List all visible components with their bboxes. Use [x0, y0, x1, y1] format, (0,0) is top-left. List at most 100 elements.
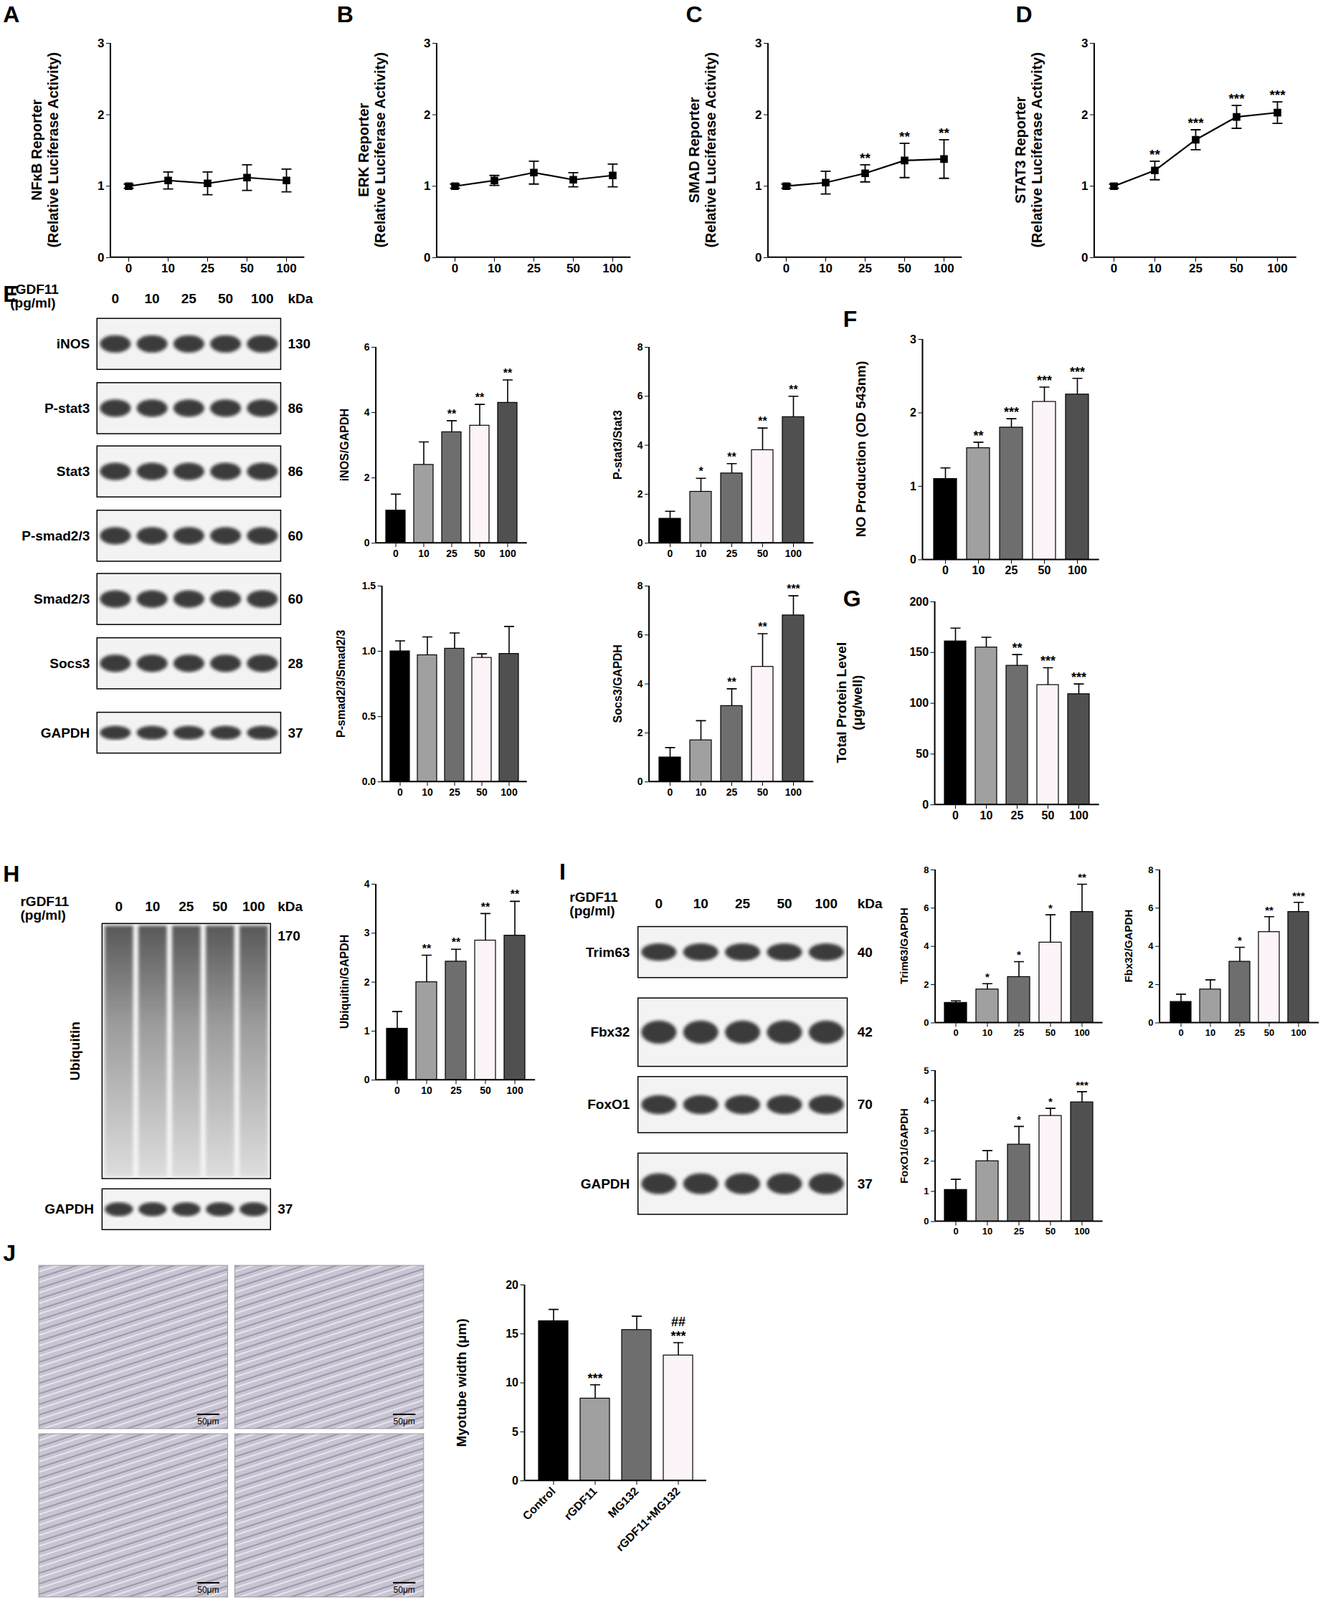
- svg-text:**: **: [1149, 146, 1161, 163]
- svg-text:0: 0: [111, 291, 120, 307]
- svg-text:***: ***: [786, 582, 801, 596]
- svg-text:Smad2/3: Smad2/3: [33, 591, 90, 607]
- svg-text:0: 0: [511, 1474, 519, 1488]
- svg-text:Total Protein Level(μg/well): Total Protein Level(μg/well): [833, 642, 865, 764]
- svg-text:2: 2: [923, 979, 929, 991]
- svg-text:25: 25: [1005, 564, 1019, 577]
- svg-text:10: 10: [505, 1376, 519, 1389]
- svg-text:25: 25: [734, 896, 751, 912]
- svg-text:**: **: [451, 936, 462, 949]
- svg-text:GAPDH: GAPDH: [580, 1176, 631, 1192]
- svg-text:6: 6: [637, 628, 644, 641]
- svg-text:100: 100: [1068, 564, 1088, 577]
- svg-text:0: 0: [942, 564, 949, 577]
- svg-text:50: 50: [776, 896, 792, 912]
- svg-text:0: 0: [397, 786, 403, 799]
- svg-text:0: 0: [115, 899, 124, 915]
- svg-text:**: **: [758, 415, 768, 428]
- svg-text:37: 37: [857, 1176, 873, 1192]
- svg-text:50: 50: [1038, 564, 1052, 577]
- svg-text:2: 2: [755, 107, 762, 122]
- svg-text:1: 1: [1081, 179, 1088, 193]
- svg-text:100: 100: [250, 291, 274, 307]
- svg-text:F: F: [843, 306, 858, 332]
- svg-text:**: **: [422, 942, 432, 955]
- svg-text:50: 50: [212, 899, 228, 915]
- svg-text:10: 10: [695, 786, 708, 799]
- svg-text:2: 2: [97, 107, 104, 122]
- svg-text:FoxO1/GAPDH: FoxO1/GAPDH: [897, 1108, 910, 1184]
- svg-text:NO Production (OD 543nm): NO Production (OD 543nm): [853, 360, 869, 538]
- svg-text:iNOS: iNOS: [56, 336, 90, 352]
- svg-text:10: 10: [1148, 261, 1162, 276]
- svg-text:4: 4: [923, 940, 930, 952]
- svg-text:**: **: [727, 676, 738, 689]
- svg-text:25: 25: [1011, 809, 1024, 822]
- svg-text:150: 150: [909, 646, 930, 659]
- svg-text:***: ***: [671, 1329, 687, 1344]
- svg-text:0: 0: [667, 786, 674, 799]
- svg-text:10: 10: [418, 547, 430, 560]
- svg-text:**: **: [1264, 904, 1274, 917]
- svg-text:37: 37: [287, 725, 303, 741]
- svg-text:***: ***: [587, 1371, 604, 1387]
- svg-text:4: 4: [364, 878, 371, 890]
- svg-text:100: 100: [499, 547, 517, 560]
- svg-text:P-smad2/3: P-smad2/3: [21, 528, 90, 544]
- svg-text:1: 1: [364, 1025, 371, 1037]
- svg-text:*: *: [1016, 948, 1022, 961]
- svg-text:8: 8: [637, 341, 644, 353]
- svg-text:50: 50: [916, 747, 930, 761]
- svg-text:**: **: [758, 620, 768, 634]
- svg-text:0: 0: [637, 537, 644, 549]
- svg-text:8: 8: [637, 580, 644, 592]
- svg-text:170: 170: [277, 928, 301, 944]
- svg-text:Ubiquitin/GAPDH: Ubiquitin/GAPDH: [337, 935, 350, 1030]
- svg-text:50: 50: [1264, 1027, 1275, 1039]
- svg-text:25: 25: [1188, 261, 1203, 276]
- svg-text:G: G: [843, 585, 862, 612]
- svg-text:*: *: [1048, 1095, 1053, 1108]
- svg-text:6: 6: [923, 902, 929, 914]
- svg-text:50: 50: [479, 1084, 492, 1097]
- svg-text:42: 42: [857, 1024, 873, 1040]
- svg-text:Ubiquitin: Ubiquitin: [67, 1021, 83, 1081]
- svg-text:***: ***: [1075, 1079, 1089, 1092]
- svg-text:C: C: [686, 1, 703, 28]
- svg-text:(pg/ml): (pg/ml): [10, 295, 56, 311]
- svg-text:2: 2: [1148, 979, 1154, 991]
- svg-text:2: 2: [637, 727, 644, 739]
- svg-text:2: 2: [1081, 107, 1088, 122]
- svg-text:130: 130: [287, 336, 311, 352]
- svg-text:10: 10: [421, 786, 434, 799]
- svg-text:50: 50: [1045, 1027, 1056, 1039]
- svg-text:15: 15: [505, 1328, 519, 1341]
- svg-text:3: 3: [755, 36, 762, 51]
- svg-text:50: 50: [1041, 809, 1055, 822]
- svg-text:25: 25: [726, 786, 738, 799]
- svg-text:***: ***: [1040, 653, 1056, 669]
- svg-text:NFκB Reporter(Relative Lucifer: NFκB Reporter(Relative Luciferase Activi…: [28, 52, 61, 249]
- svg-text:10: 10: [982, 1226, 993, 1238]
- svg-text:Fbx32/GAPDH: Fbx32/GAPDH: [1121, 909, 1134, 984]
- svg-text:4: 4: [923, 1095, 930, 1107]
- svg-text:100: 100: [814, 896, 838, 912]
- svg-text:100: 100: [1074, 1027, 1090, 1039]
- svg-text:0: 0: [952, 1027, 958, 1039]
- svg-text:0: 0: [655, 896, 664, 912]
- svg-text:100: 100: [1074, 1226, 1090, 1238]
- svg-text:37: 37: [277, 1201, 293, 1217]
- svg-text:5: 5: [923, 1065, 929, 1077]
- svg-text:0: 0: [1178, 1027, 1184, 1039]
- svg-text:**: **: [475, 391, 485, 404]
- svg-text:A: A: [2, 1, 20, 28]
- svg-text:0: 0: [1148, 1017, 1154, 1029]
- svg-text:kDa: kDa: [287, 291, 313, 307]
- svg-text:50: 50: [897, 261, 912, 276]
- svg-text:P-stat3: P-stat3: [44, 400, 90, 416]
- svg-text:rGDF11: rGDF11: [20, 894, 69, 910]
- svg-text:0: 0: [125, 261, 132, 276]
- svg-text:**: **: [859, 150, 871, 166]
- svg-text:70: 70: [857, 1097, 873, 1113]
- svg-text:Socs3/GAPDH: Socs3/GAPDH: [611, 644, 624, 723]
